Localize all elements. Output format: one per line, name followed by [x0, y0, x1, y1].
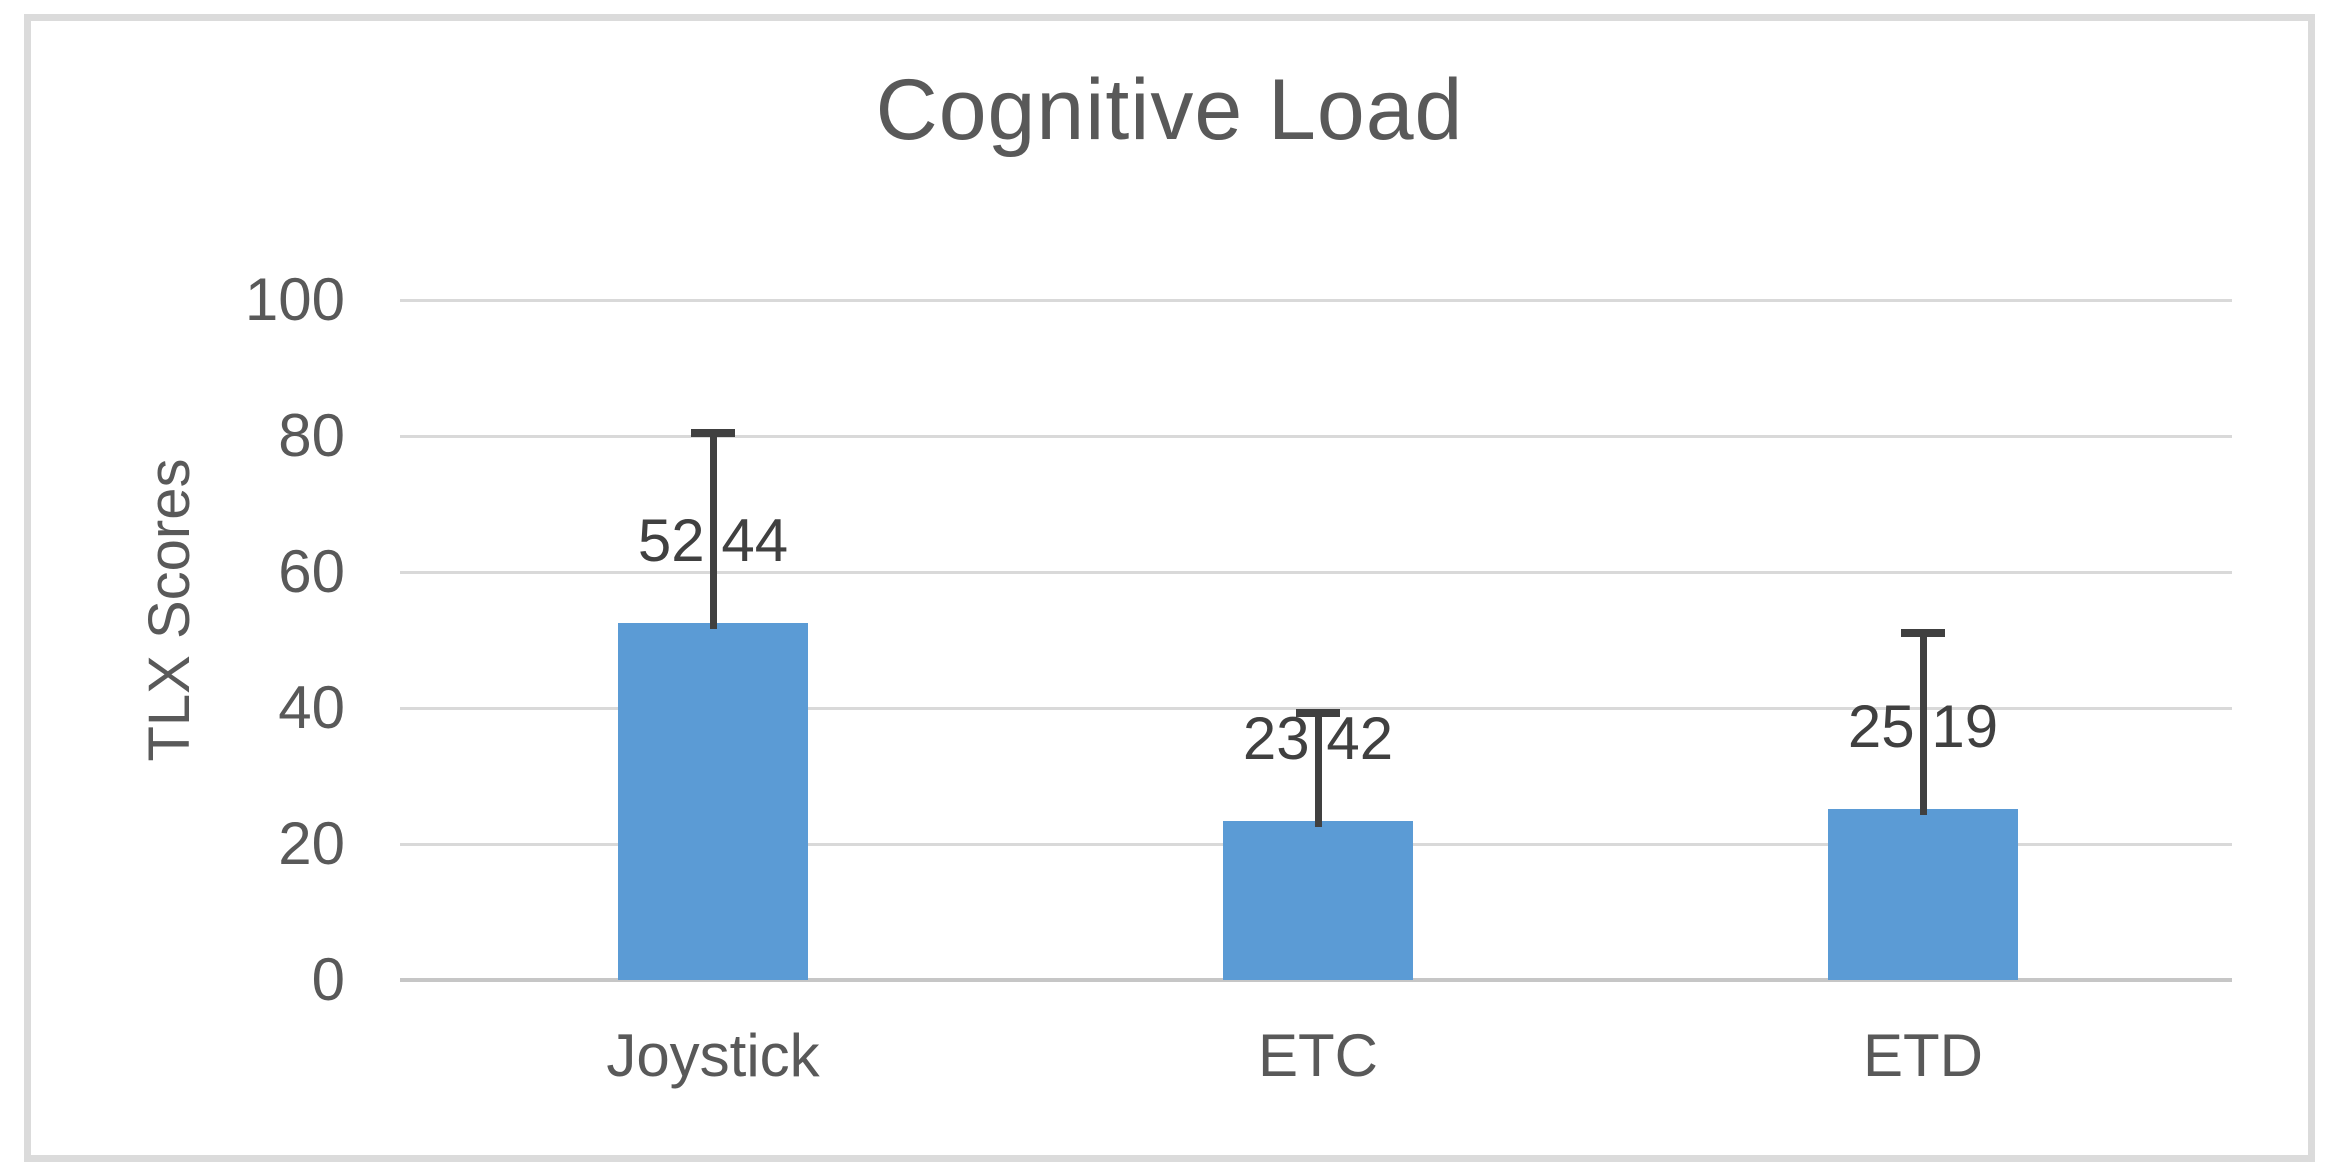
error-bar-line-joystick [709, 433, 717, 630]
error-bar-line-etd [1919, 633, 1927, 815]
data-label-etc: 23.42 [1242, 704, 1394, 772]
gridline-80 [400, 435, 2232, 438]
bar-joystick [618, 623, 808, 980]
y-tick-label-20: 20 [278, 810, 345, 877]
y-tick-label-60: 60 [278, 538, 345, 605]
chart-title: Cognitive Load [875, 62, 1464, 158]
bar-etd [1828, 808, 2018, 980]
y-tick-label-40: 40 [278, 674, 345, 741]
gridline-100 [400, 299, 2232, 302]
error-bar-cap-etc [1296, 708, 1340, 717]
error-bar-line-etc [1314, 712, 1322, 827]
y-tick-label-80: 80 [278, 402, 345, 469]
x-category-label-etd: ETD [1863, 1022, 1983, 1089]
y-tick-label-0: 0 [311, 946, 345, 1013]
error-bar-cap-etd [1901, 629, 1945, 638]
gridline-40 [400, 707, 2232, 710]
bar-etc [1223, 820, 1413, 980]
gridline-60 [400, 571, 2232, 574]
y-tick-label-100: 100 [244, 266, 345, 333]
x-category-label-etc: ETC [1258, 1022, 1378, 1089]
data-label-etd: 25.19 [1847, 692, 1999, 760]
x-category-label-joystick: Joystick [606, 1022, 820, 1089]
error-bar-cap-joystick [691, 429, 735, 437]
data-label-joystick: 52.44 [637, 507, 789, 575]
x-axis-line [400, 978, 2232, 982]
chart-frame-border [24, 14, 2315, 1162]
